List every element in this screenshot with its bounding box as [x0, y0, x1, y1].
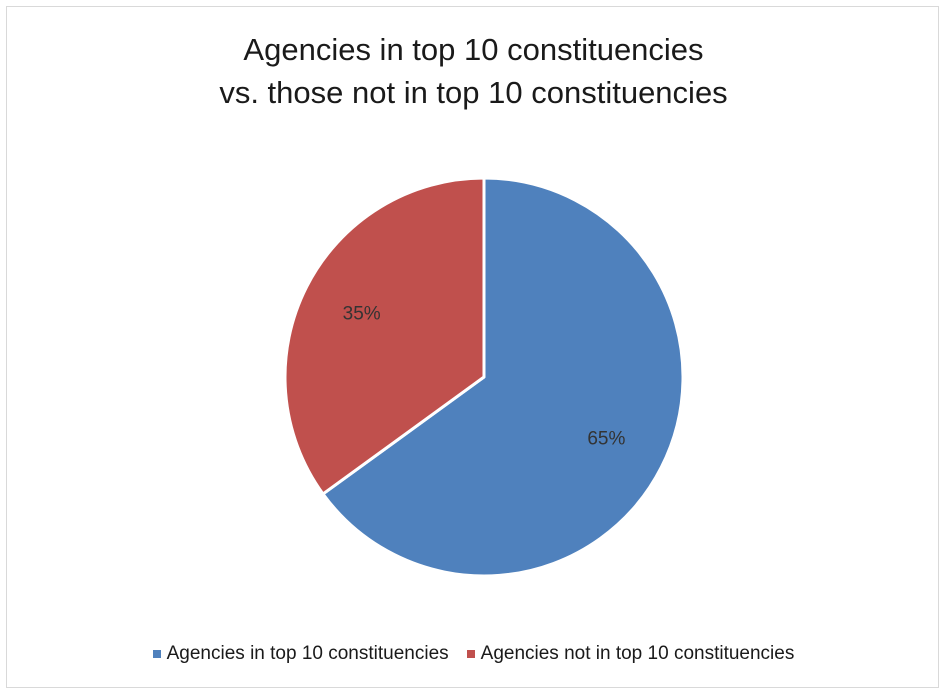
chart-title-line-2: vs. those not in top 10 constituencies: [219, 75, 728, 110]
legend-swatch-red: [466, 650, 475, 658]
legend-item-in-top-10: Agencies in top 10 constituencies: [152, 643, 449, 665]
legend: Agencies in top 10 constituencies Agenci…: [0, 643, 947, 665]
pie-slice-2: [283, 176, 486, 496]
legend-swatch-blue: [152, 650, 161, 658]
legend-label: Agencies not in top 10 constituencies: [480, 643, 795, 664]
legend-item-not-in-top-10: Agencies not in top 10 constituencies: [466, 643, 795, 665]
pie-data-label-1: 65%: [587, 428, 625, 449]
chart-title-line-1: Agencies in top 10 constituencies: [243, 32, 704, 67]
pie-data-label-2: 35%: [343, 304, 381, 325]
pie-data-labels: 65% 35%: [343, 304, 626, 450]
legend-label: Agencies in top 10 constituencies: [166, 643, 449, 664]
chart-title: Agencies in top 10 constituencies vs. th…: [0, 28, 947, 114]
pie-slices: [283, 176, 685, 578]
pie-slice-1: [321, 176, 685, 578]
